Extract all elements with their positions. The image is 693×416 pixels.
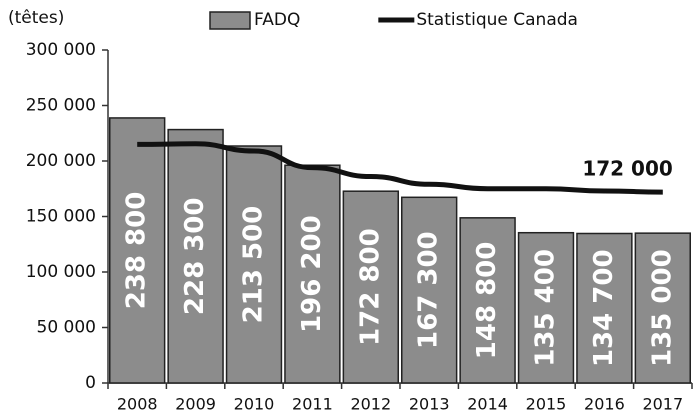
x-tick-label: 2010 <box>234 395 275 414</box>
legend-swatch <box>209 11 251 30</box>
y-tick-label: 250 000 <box>26 96 96 116</box>
bar <box>459 217 516 384</box>
line-value-label: 172 000 <box>582 157 672 181</box>
x-tick-label: 2012 <box>350 395 391 414</box>
x-tick-label: 2013 <box>409 395 450 414</box>
bar <box>634 232 691 384</box>
x-tick-label: 2008 <box>117 395 158 414</box>
bar-value-label: 135 400 <box>531 249 561 367</box>
bar-value-label: 135 000 <box>647 249 677 367</box>
y-tick-label: 150 000 <box>26 207 96 227</box>
bar <box>167 128 224 384</box>
bar-value-label: 228 300 <box>180 197 210 315</box>
y-tick-label: 300 000 <box>26 40 96 60</box>
bar-value-label: 172 800 <box>355 228 385 346</box>
legend-label: FADQ <box>254 10 300 30</box>
legend: FADQ Statistique Canada <box>209 10 578 30</box>
bar <box>576 232 633 384</box>
x-tick-label: 2011 <box>292 395 333 414</box>
bar <box>401 196 458 384</box>
bar-value-label: 196 200 <box>297 215 327 333</box>
bar <box>225 145 283 384</box>
bar <box>109 117 166 384</box>
bar-value-label: 213 500 <box>239 206 269 324</box>
bar <box>284 164 341 384</box>
bar <box>517 231 575 384</box>
x-tick-label: 2016 <box>584 395 625 414</box>
bar <box>342 190 399 384</box>
x-tick-label: 2009 <box>175 395 216 414</box>
y-axis-label: (têtes) <box>8 8 64 28</box>
y-tick-label: 100 000 <box>26 262 96 282</box>
bar-value-label: 148 800 <box>472 242 502 360</box>
bar-value-label: 134 700 <box>589 249 619 367</box>
legend-label: Statistique Canada <box>416 10 578 30</box>
y-tick-label: 50 000 <box>37 318 96 338</box>
y-tick-label: 200 000 <box>26 151 96 171</box>
x-tick-label: 2017 <box>642 395 683 414</box>
x-tick-label: 2015 <box>526 395 567 414</box>
x-tick-label: 2014 <box>467 395 508 414</box>
bar-value-label: 238 800 <box>122 192 152 310</box>
y-tick-label: 0 <box>85 373 96 393</box>
bar-value-label: 167 300 <box>414 231 444 349</box>
line <box>137 141 663 195</box>
